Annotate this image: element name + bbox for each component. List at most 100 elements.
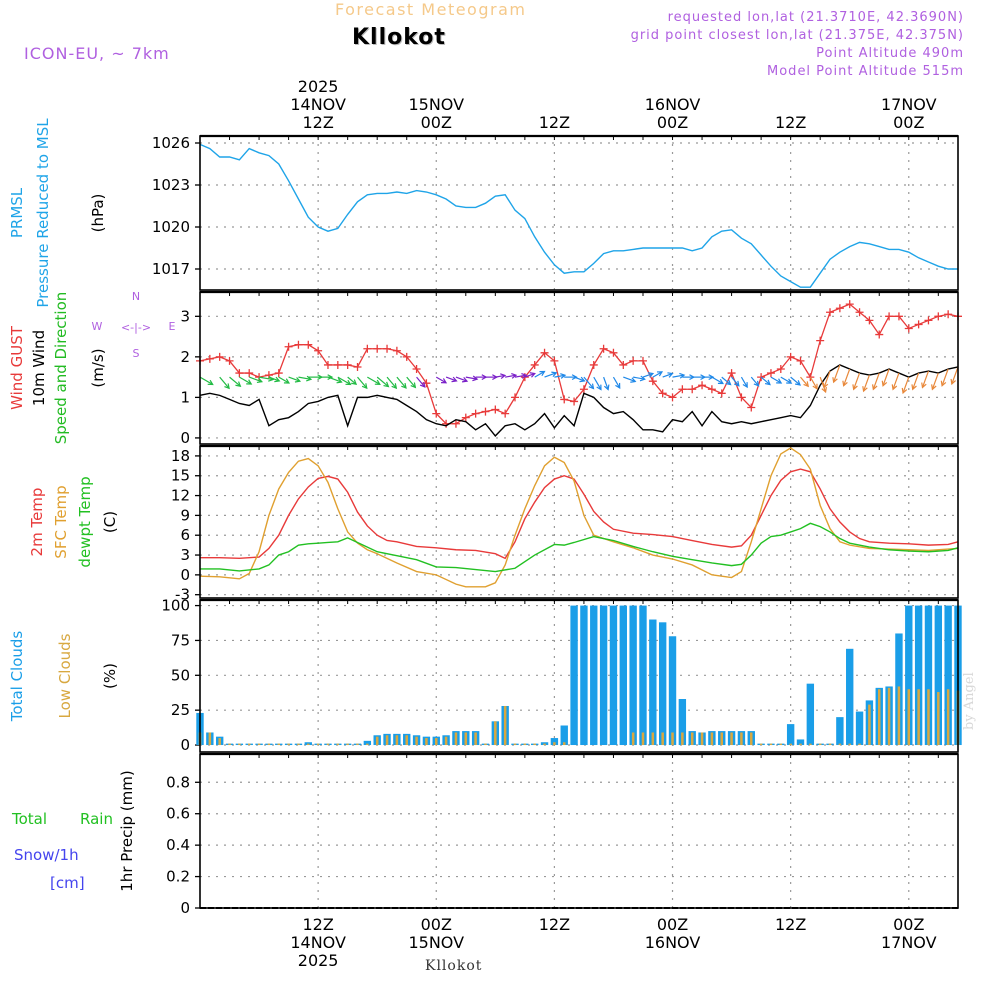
bottom-time-label: 14NOV: [290, 933, 346, 952]
low-cloud-bar: [454, 732, 458, 746]
low-cloud-bar: [287, 743, 290, 746]
low-cloud-bar: [710, 732, 714, 746]
total-cloud-bar: [363, 740, 372, 746]
wind-arrowhead: [901, 387, 908, 395]
wind-direction-arrow: [931, 372, 939, 390]
total-cloud-bar: [580, 605, 588, 746]
bottom-time-label: 12Z: [302, 915, 333, 934]
low-cloud-bar: [759, 743, 763, 746]
wind-arrowhead: [441, 378, 448, 384]
point-altitude: Point Altitude 490m: [816, 46, 964, 61]
gust-marker: [924, 316, 933, 325]
label-percent: (%): [101, 663, 119, 689]
wind-direction-arrow: [367, 376, 381, 385]
gust-marker: [737, 393, 746, 402]
compass-w: W: [92, 320, 103, 333]
low-cloud-bar: [228, 743, 231, 746]
wind-direction-arrow: [229, 376, 241, 387]
wind-direction-arrow: [672, 374, 685, 378]
wind-direction-arrow: [386, 376, 397, 389]
wind-direction-arrow: [951, 366, 959, 385]
gust-marker: [402, 352, 411, 361]
bottom-time-label: 00Z: [657, 915, 688, 934]
gust-marker: [274, 369, 283, 378]
wind-direction-arrow: [219, 376, 230, 389]
wind-direction-arrow: [583, 376, 594, 389]
low-cloud-bar: [681, 732, 684, 746]
wind-direction-arrow: [882, 368, 890, 386]
wind-arrowhead: [667, 372, 674, 378]
wind-arrowhead: [742, 382, 748, 389]
gust-marker: [560, 395, 569, 404]
panel-5: 0 0.2 0.4 0.6 0.8: [166, 752, 959, 917]
wind-arrowhead: [862, 386, 868, 393]
wind-direction-arrow: [902, 376, 910, 394]
pressure-line: [199, 143, 958, 288]
low-cloud-bar: [523, 743, 527, 746]
wind-direction-arrow: [623, 376, 636, 383]
total-cloud-bar: [678, 699, 687, 746]
total-cloud-bar: [914, 605, 923, 746]
wind-direction-arrow: [863, 374, 870, 392]
gust-marker: [747, 403, 756, 412]
low-cloud-bar: [897, 686, 901, 746]
y-tick-label: -3: [175, 586, 190, 604]
low-cloud-bar: [415, 736, 418, 746]
gust-marker: [609, 348, 618, 357]
gust-marker: [885, 312, 894, 321]
low-cloud-bar: [907, 689, 911, 746]
wind-direction-arrow: [544, 372, 557, 378]
low-cloud-bar: [346, 743, 349, 746]
wind-arrowhead: [274, 376, 281, 383]
wind-arrowhead: [294, 377, 302, 383]
low-cloud-bar: [750, 732, 753, 746]
gust-marker: [707, 385, 716, 394]
compass-n: N: [132, 290, 140, 303]
wind-direction-arrow: [298, 376, 312, 380]
top-time-label: 00Z: [893, 113, 924, 132]
gust-marker: [619, 360, 628, 369]
low-cloud-bar: [868, 704, 871, 746]
wind-direction-arrow: [455, 376, 468, 382]
bottom-time-label: 15NOV: [408, 933, 464, 952]
label-total-clouds: Total Clouds: [8, 631, 26, 723]
wind-direction-arrow: [337, 376, 351, 385]
gust-marker: [934, 312, 943, 321]
top-time-label: 00Z: [421, 113, 452, 132]
gust-marker: [511, 393, 520, 402]
top-time-label: 17NOV: [881, 95, 937, 114]
bottom-time-label: 00Z: [421, 915, 452, 934]
gust-marker: [776, 365, 785, 374]
2m-temp-line: [200, 468, 959, 560]
label-precip: 1hr Precip (mm): [118, 770, 136, 891]
gust-marker: [717, 389, 726, 398]
wind-direction-arrow: [396, 376, 407, 389]
low-cloud-bar: [700, 732, 704, 746]
gust-marker: [333, 360, 342, 369]
low-cloud-bar: [444, 736, 448, 746]
y-tick-label: 1017: [152, 260, 190, 278]
low-cloud-bar: [267, 743, 271, 746]
gust-marker: [658, 389, 667, 398]
gust-marker: [579, 385, 588, 394]
wind-direction-arrow: [524, 372, 535, 378]
wind-direction-arrow: [872, 372, 880, 390]
wind-arrowhead: [235, 381, 242, 388]
low-cloud-bar: [769, 743, 773, 746]
total-cloud-bar: [560, 725, 568, 746]
panel-4: 0 25 50 75 100: [161, 597, 962, 754]
label-2m-temp: 2m Temp: [28, 488, 46, 557]
total-cloud-bar: [629, 605, 637, 746]
gust-marker: [323, 360, 332, 369]
low-cloud-bar: [946, 689, 950, 746]
panel-frame: [199, 291, 959, 445]
wind-arrowhead: [391, 383, 398, 390]
label-ms: (m/s): [89, 348, 107, 387]
y-tick-label: 0: [180, 899, 190, 917]
gust-marker: [235, 369, 244, 378]
product-title: Forecast Meteogram: [335, 0, 527, 19]
total-cloud-bar: [619, 605, 627, 746]
total-cloud-bar: [599, 605, 608, 746]
wind-arrowhead: [786, 378, 793, 384]
label-total: Total: [11, 810, 47, 828]
